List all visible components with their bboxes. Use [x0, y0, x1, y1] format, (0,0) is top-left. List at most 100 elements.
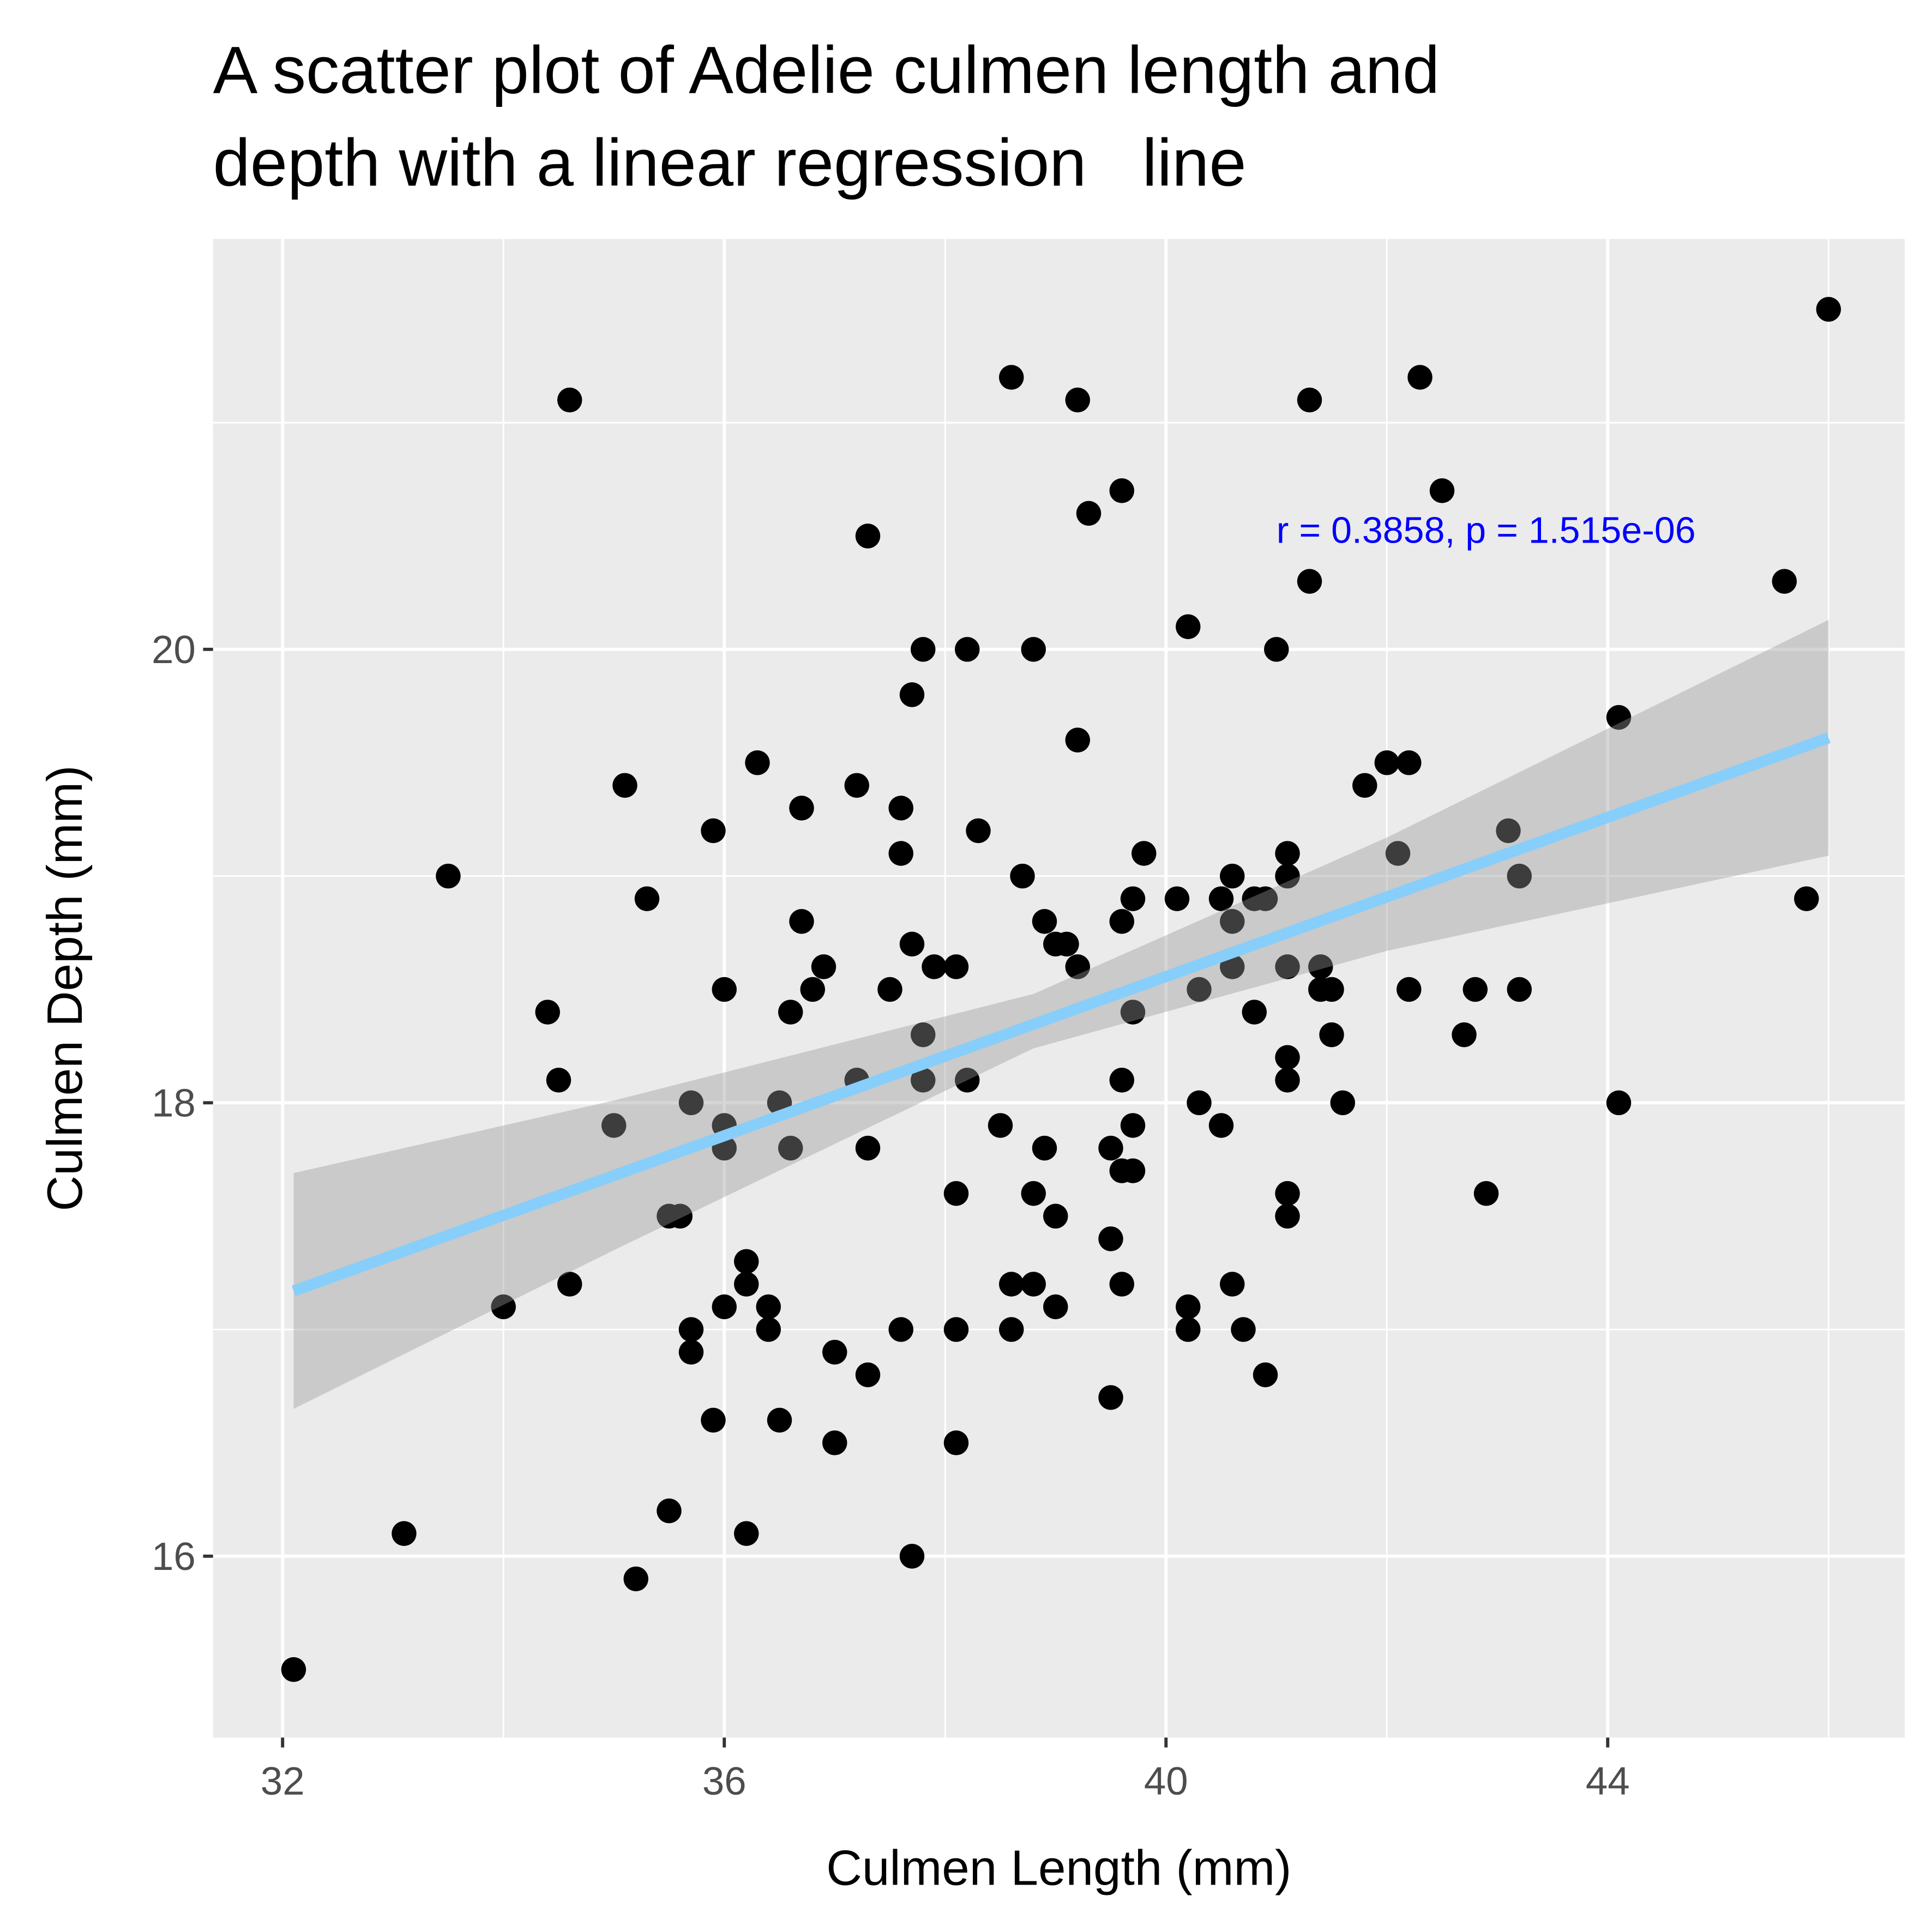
data-point: [1098, 1135, 1123, 1161]
data-point: [1385, 841, 1411, 866]
data-point: [1319, 977, 1344, 1002]
data-point: [1043, 1294, 1068, 1320]
data-point: [1098, 1226, 1123, 1251]
data-point: [1275, 954, 1300, 979]
data-point: [1109, 478, 1134, 503]
data-point: [535, 1000, 560, 1025]
data-point: [734, 1272, 759, 1297]
data-point: [943, 1317, 969, 1342]
data-point: [1297, 569, 1322, 594]
data-point: [678, 1090, 704, 1116]
chart-title: A scatter plot of Adelie culmen length a…: [213, 32, 1440, 107]
data-point: [1076, 501, 1102, 526]
data-point: [1043, 1203, 1068, 1229]
data-point: [1253, 886, 1278, 911]
data-point: [1231, 1317, 1256, 1342]
data-point: [1507, 863, 1532, 889]
data-point: [546, 1068, 571, 1093]
data-point: [999, 365, 1024, 390]
data-point: [899, 1544, 925, 1569]
data-point: [855, 523, 881, 549]
data-point: [601, 1113, 627, 1138]
data-point: [1054, 931, 1079, 957]
data-point: [943, 1181, 969, 1206]
chart-title: depth with a linear regression line: [213, 125, 1247, 200]
data-point: [436, 863, 461, 889]
x-axis-title: Culmen Length (mm): [826, 1841, 1291, 1896]
data-point: [1606, 1090, 1632, 1116]
data-point: [1452, 1022, 1477, 1048]
data-point: [1275, 1068, 1300, 1093]
data-point: [1065, 954, 1090, 979]
data-point: [811, 954, 836, 979]
data-point: [281, 1657, 306, 1682]
data-point: [1275, 1203, 1300, 1229]
data-point: [1462, 977, 1488, 1002]
data-point: [1407, 365, 1433, 390]
data-point: [667, 1203, 693, 1229]
data-point: [1429, 478, 1455, 503]
data-point: [1275, 1045, 1300, 1070]
data-point: [1109, 909, 1134, 934]
data-point: [657, 1498, 682, 1524]
data-point: [1606, 705, 1632, 730]
data-point: [999, 1272, 1024, 1297]
data-point: [1032, 1135, 1057, 1161]
data-point: [745, 750, 770, 775]
data-point: [1220, 863, 1245, 889]
data-point: [822, 1430, 847, 1455]
data-point: [922, 954, 947, 979]
data-point: [1120, 1000, 1146, 1025]
data-point: [1264, 637, 1289, 662]
data-point: [844, 773, 869, 798]
data-point: [1352, 773, 1377, 798]
data-point: [1208, 1113, 1234, 1138]
data-point: [1098, 1385, 1123, 1410]
data-point: [1120, 1113, 1146, 1138]
data-point: [822, 1339, 847, 1365]
data-point: [1208, 886, 1234, 911]
data-point: [756, 1317, 781, 1342]
data-point: [701, 818, 726, 844]
data-point: [678, 1339, 704, 1365]
data-point: [1397, 977, 1422, 1002]
data-point: [1021, 1181, 1046, 1206]
data-point: [911, 1022, 936, 1048]
data-point: [888, 796, 913, 821]
data-point: [1010, 863, 1035, 889]
data-point: [1297, 387, 1322, 413]
data-point: [1772, 569, 1797, 594]
data-point: [1164, 886, 1190, 911]
data-point: [1220, 1272, 1245, 1297]
plot-panel: [213, 239, 1905, 1738]
y-tick-label: 20: [152, 628, 196, 672]
data-point: [1275, 1181, 1300, 1206]
data-point: [1120, 1158, 1146, 1183]
data-point: [712, 977, 737, 1002]
data-point: [888, 841, 913, 866]
data-point: [1176, 1317, 1201, 1342]
data-point: [557, 387, 582, 413]
data-point: [966, 818, 991, 844]
data-point: [789, 909, 814, 934]
x-tick-label: 40: [1144, 1759, 1188, 1803]
data-point: [1176, 614, 1201, 639]
data-point: [943, 1430, 969, 1455]
data-point: [888, 1317, 913, 1342]
data-point: [1109, 1068, 1134, 1093]
data-point: [1308, 954, 1333, 979]
data-point: [1021, 1272, 1046, 1297]
data-point: [1176, 1294, 1201, 1320]
data-point: [623, 1566, 648, 1592]
data-point: [612, 773, 637, 798]
data-point: [1473, 1181, 1499, 1206]
data-point: [943, 954, 969, 979]
data-point: [855, 1135, 881, 1161]
data-point: [1065, 387, 1090, 413]
data-point: [778, 1000, 803, 1025]
data-point: [1220, 909, 1245, 934]
y-axis-title: Culmen Depth (mm): [38, 766, 93, 1212]
data-point: [1131, 841, 1157, 866]
data-point: [1275, 841, 1300, 866]
